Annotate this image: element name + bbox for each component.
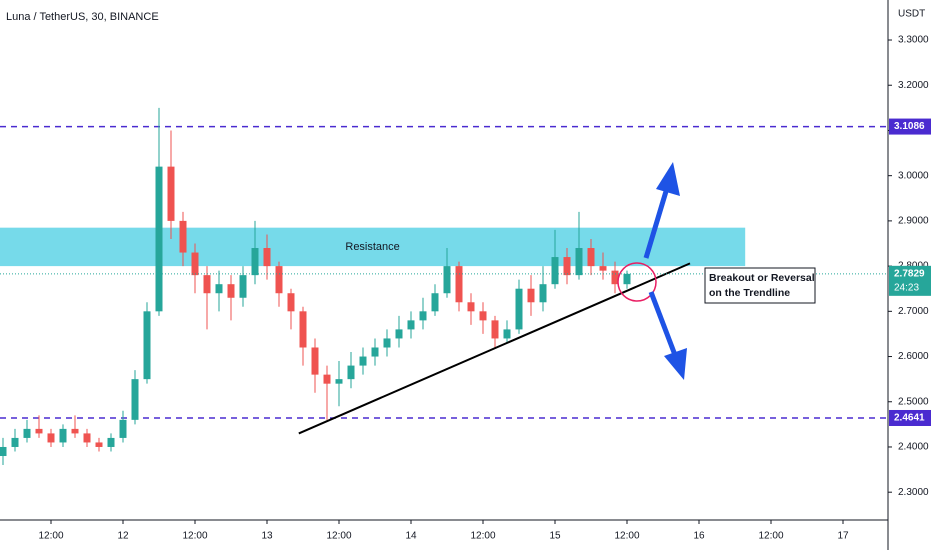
- plot-area: Resistance: [0, 107, 888, 466]
- candle-body: [527, 288, 535, 303]
- y-tick-label: 2.4000: [898, 442, 929, 453]
- candle-body: [131, 379, 139, 420]
- candle-body: [167, 166, 175, 221]
- y-tick-label: 3.3000: [898, 35, 929, 46]
- chart-title: Luna / TetherUS, 30, BINANCE: [6, 11, 159, 23]
- x-tick-label: 16: [693, 531, 705, 542]
- candle-body: [239, 275, 247, 298]
- candle-body: [347, 365, 355, 380]
- candle-body: [359, 356, 367, 366]
- arrow-up-head: [656, 162, 680, 196]
- candle-body: [611, 270, 619, 285]
- candle-body: [491, 320, 499, 339]
- level-label-box: [889, 118, 931, 135]
- x-tick-label: 12:00: [758, 531, 783, 542]
- candle-body: [467, 302, 475, 312]
- candle-body: [35, 428, 43, 434]
- candle-body: [251, 248, 259, 276]
- candle-body: [227, 284, 235, 298]
- resistance-zone: [0, 227, 746, 267]
- y-tick-label: 2.9000: [898, 216, 929, 227]
- y-tick-label: 2.7000: [898, 306, 929, 317]
- last-price-box: [889, 265, 931, 296]
- annotation-text: Breakout or Reversal: [709, 272, 815, 284]
- x-tick-label: 12:00: [182, 531, 207, 542]
- y-tick-label: 2.6000: [898, 351, 929, 362]
- candle-body: [215, 284, 223, 294]
- candle-body: [371, 347, 379, 357]
- candle-body: [407, 320, 415, 330]
- y-tick-label: 3.2000: [898, 80, 929, 91]
- candle-body: [59, 428, 67, 443]
- trendline: [298, 262, 691, 435]
- countdown-label: 24:23: [894, 282, 919, 293]
- candle-body: [575, 248, 583, 276]
- x-tick-label: 13: [261, 531, 273, 542]
- arrows: [643, 162, 687, 380]
- candle-body: [95, 442, 103, 447]
- level-label-box: [889, 409, 931, 426]
- candle-body: [179, 220, 187, 253]
- candle-body: [335, 379, 343, 384]
- candle-body: [47, 433, 55, 443]
- annotation-text: on the Trendline: [709, 287, 790, 299]
- candle-body: [563, 257, 571, 276]
- candle-body: [323, 374, 331, 384]
- x-tick-label: 14: [405, 531, 417, 542]
- candle-body: [419, 311, 427, 321]
- x-tick-label: 12: [117, 531, 129, 542]
- candle-body: [119, 419, 127, 438]
- y-tick-label: 2.3000: [898, 487, 929, 498]
- candle-body: [383, 338, 391, 348]
- candle-body: [107, 437, 115, 447]
- x-tick-label: 12:00: [326, 531, 351, 542]
- candle-body: [479, 311, 487, 321]
- x-tick-label: 12:00: [614, 531, 639, 542]
- candle-body: [455, 266, 463, 303]
- candle-body: [263, 248, 271, 267]
- candle-body: [191, 252, 199, 276]
- y-tick-label: 3.0000: [898, 170, 929, 181]
- candle-body: [551, 257, 559, 285]
- x-tick-label: 12:00: [470, 531, 495, 542]
- candle-body: [287, 293, 295, 312]
- candle-body: [539, 284, 547, 303]
- candle-body: [503, 329, 511, 339]
- highlight-circle: [617, 262, 657, 302]
- candle-body: [11, 437, 19, 447]
- arrow-down-shaft: [648, 291, 678, 356]
- candle-body: [155, 166, 163, 312]
- candle-body: [71, 428, 79, 434]
- level-label: 3.1086: [894, 121, 925, 132]
- level-label: 2.4641: [894, 413, 925, 424]
- y-unit: USDT: [898, 9, 925, 20]
- x-tick-label: 17: [837, 531, 849, 542]
- arrow-down-head: [664, 348, 687, 380]
- candle-body: [599, 266, 607, 271]
- arrow-up-shaft: [643, 187, 670, 259]
- last-price-label: 2.7829: [894, 268, 925, 279]
- candle-body: [623, 273, 631, 285]
- candle-body: [395, 329, 403, 339]
- x-tick-label: 12:00: [38, 531, 63, 542]
- candle-body: [203, 275, 211, 294]
- y-tick-label: 2.5000: [898, 396, 929, 407]
- zone-label: Resistance: [345, 241, 399, 253]
- candle-body: [0, 446, 7, 457]
- candle-body: [515, 288, 523, 330]
- candle-body: [587, 248, 595, 267]
- candle-body: [443, 266, 451, 294]
- candle-body: [23, 428, 31, 438]
- candle-body: [311, 347, 319, 375]
- candle-body: [83, 433, 91, 443]
- candle-body: [299, 311, 307, 348]
- x-tick-label: 15: [549, 531, 561, 542]
- candle-body: [275, 266, 283, 294]
- annotation-box: [704, 267, 816, 304]
- candle-body: [143, 311, 151, 380]
- candle-body: [431, 293, 439, 312]
